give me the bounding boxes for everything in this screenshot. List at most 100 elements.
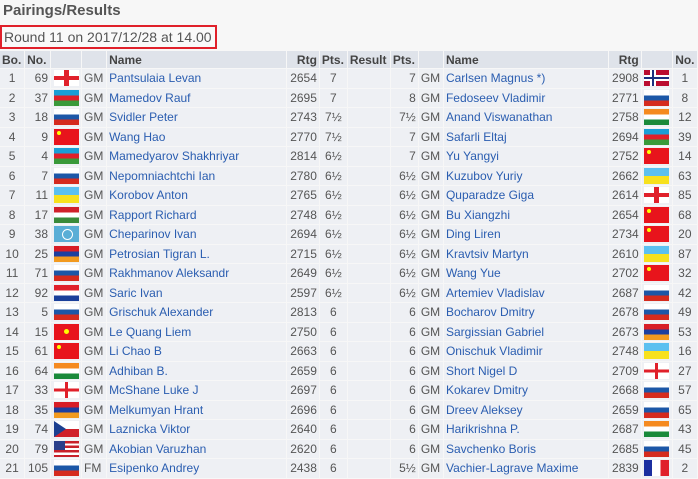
player-link[interactable]: Saric Ivan [109,285,163,300]
player-number2: 12 [672,108,697,127]
header-no[interactable]: No. [25,51,50,68]
player-link[interactable]: Bu Xiangzhi [445,207,510,222]
player-link[interactable]: Cheparinov Ivan [109,227,197,242]
black-player-name[interactable]: Artemiev Vladislav [443,283,608,302]
white-player-name[interactable]: Svidler Peter [107,108,287,127]
white-player-name[interactable]: Mamedov Rauf [107,88,287,107]
result [347,88,390,107]
white-player-name[interactable]: Saric Ivan [107,283,287,302]
black-player-name[interactable]: Anand Viswanathan [443,108,608,127]
black-player-name[interactable]: Bocharov Dmitry [443,303,608,322]
player-link[interactable]: Vachier-Lagrave Maxime [445,461,579,476]
black-player-name[interactable]: Onischuk Vladimir [443,342,608,361]
player-link[interactable]: Quparadze Giga [445,188,535,203]
player-link[interactable]: Svidler Peter [109,110,178,125]
black-player-name[interactable]: Vachier-Lagrave Maxime [443,459,608,478]
rating2: 2673 [608,322,641,341]
black-player-name[interactable]: Fedoseev Vladimir [443,88,608,107]
player-link[interactable]: Ding Liren [445,227,501,242]
player-link[interactable]: Pantsulaia Levan [109,71,202,86]
player-link[interactable]: Carlsen Magnus *) [445,71,546,86]
player-link[interactable]: Rakhmanov Aleksandr [109,266,230,281]
player-link[interactable]: Korobov Anton [109,188,188,203]
black-player-name[interactable]: Quparadze Giga [443,186,608,205]
black-player-name[interactable]: Kokarev Dmitry [443,381,608,400]
player-link[interactable]: Fedoseev Vladimir [445,90,546,105]
player-link[interactable]: Rapport Richard [109,207,197,222]
player-link[interactable]: Akobian Varuzhan [109,441,207,456]
player-link[interactable]: Le Quang Liem [109,324,192,339]
white-player-name[interactable]: Melkumyan Hrant [107,400,287,419]
white-player-name[interactable]: Akobian Varuzhan [107,439,287,458]
rating2: 2654 [608,205,641,224]
header-name[interactable]: Name [107,51,287,68]
player-link[interactable]: Li Chao B [109,344,162,359]
white-player-name[interactable]: Li Chao B [107,342,287,361]
player-link[interactable]: Dreev Aleksey [445,402,523,417]
player-link[interactable]: Harikrishna P. [445,422,520,437]
player-link[interactable]: Melkumyan Hrant [109,402,204,417]
black-player-name[interactable]: Wang Yue [443,264,608,283]
black-player-name[interactable]: Kravtsiv Martyn [443,244,608,263]
player-link[interactable]: Savchenko Boris [445,441,536,456]
black-player-name[interactable]: Harikrishna P. [443,420,608,439]
white-player-name[interactable]: Adhiban B. [107,361,287,380]
white-player-name[interactable]: Petrosian Tigran L. [107,244,287,263]
header-result[interactable]: Result [347,51,390,68]
player-link[interactable]: Kravtsiv Martyn [445,246,529,261]
white-player-name[interactable]: Cheparinov Ivan [107,225,287,244]
player-link[interactable]: Petrosian Tigran L. [109,246,210,261]
player-link[interactable]: Nepomniachtchi Ian [109,168,216,183]
player-link[interactable]: Adhiban B. [109,363,168,378]
header-board[interactable]: Bo. [0,51,25,68]
player-link[interactable]: Kuzubov Yuriy [445,168,523,183]
player-link[interactable]: Laznicka Viktor [109,422,191,437]
player-link[interactable]: Short Nigel D [445,363,518,378]
white-player-name[interactable]: Esipenko Andrey [107,459,287,478]
white-player-name[interactable]: Korobov Anton [107,186,287,205]
white-player-name[interactable]: Pantsulaia Levan [107,69,287,88]
white-player-name[interactable]: Le Quang Liem [107,322,287,341]
black-player-name[interactable]: Savchenko Boris [443,439,608,458]
player-link[interactable]: Onischuk Vladimir [445,344,543,359]
white-player-name[interactable]: McShane Luke J [107,381,287,400]
black-player-name[interactable]: Bu Xiangzhi [443,205,608,224]
player-link[interactable]: Artemiev Vladislav [445,285,545,300]
black-player-name[interactable]: Carlsen Magnus *) [443,69,608,88]
white-player-name[interactable]: Grischuk Alexander [107,303,287,322]
header-pts[interactable]: Pts. [319,51,347,68]
header-name2[interactable]: Name [443,51,608,68]
white-player-name[interactable]: Mamedyarov Shakhriyar [107,147,287,166]
black-player-name[interactable]: Safarli Eltaj [443,127,608,146]
white-player-name[interactable]: Rapport Richard [107,205,287,224]
player-link[interactable]: Mamedyarov Shakhriyar [109,149,240,164]
white-player-name[interactable]: Nepomniachtchi Ian [107,166,287,185]
player-link[interactable]: Mamedov Rauf [109,90,191,105]
player-link[interactable]: Esipenko Andrey [109,461,200,476]
player-number2: 68 [672,205,697,224]
white-player-name[interactable]: Laznicka Viktor [107,420,287,439]
player-link[interactable]: Kokarev Dmitry [445,383,528,398]
header-pts2[interactable]: Pts. [390,51,418,68]
white-player-name[interactable]: Rakhmanov Aleksandr [107,264,287,283]
player-link[interactable]: Wang Yue [445,266,501,281]
player-link[interactable]: Anand Viswanathan [445,110,553,125]
player-link[interactable]: Wang Hao [109,129,166,144]
player-link[interactable]: McShane Luke J [109,383,199,398]
header-rtg2[interactable]: Rtg [608,51,641,68]
player-link[interactable]: Bocharov Dmitry [445,305,535,320]
player-link[interactable]: Safarli Eltaj [445,129,507,144]
header-rtg[interactable]: Rtg [287,51,319,68]
black-player-name[interactable]: Short Nigel D [443,361,608,380]
black-player-name[interactable]: Yu Yangyi [443,147,608,166]
black-player-name[interactable]: Dreev Aleksey [443,400,608,419]
player-link[interactable]: Sargissian Gabriel [445,324,544,339]
black-player-name[interactable]: Sargissian Gabriel [443,322,608,341]
player-link[interactable]: Grischuk Alexander [109,305,214,320]
header-no2[interactable]: No. [672,51,697,68]
player-link[interactable]: Yu Yangyi [445,149,499,164]
points: 6 [319,381,347,400]
white-player-name[interactable]: Wang Hao [107,127,287,146]
black-player-name[interactable]: Ding Liren [443,225,608,244]
black-player-name[interactable]: Kuzubov Yuriy [443,166,608,185]
